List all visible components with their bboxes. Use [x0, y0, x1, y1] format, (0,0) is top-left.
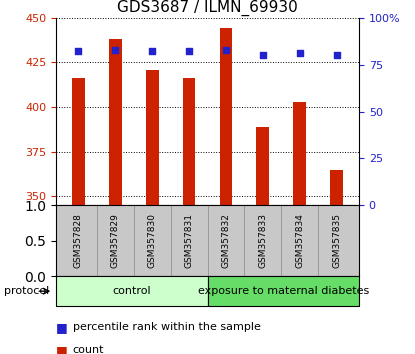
- Bar: [330, 170, 343, 205]
- Text: GSM357833: GSM357833: [259, 213, 267, 268]
- Bar: [146, 69, 159, 205]
- Bar: [256, 127, 269, 205]
- Text: exposure to maternal diabetes: exposure to maternal diabetes: [198, 286, 369, 296]
- Text: GSM357830: GSM357830: [148, 213, 156, 268]
- Text: protocol: protocol: [4, 286, 49, 296]
- Text: GSM357828: GSM357828: [74, 213, 83, 268]
- Text: count: count: [73, 346, 104, 354]
- Text: percentile rank within the sample: percentile rank within the sample: [73, 322, 261, 332]
- Bar: [293, 102, 306, 205]
- Point: [112, 47, 118, 52]
- Bar: [56, 276, 208, 306]
- Text: control: control: [112, 286, 151, 296]
- Point: [75, 48, 81, 54]
- Point: [149, 48, 155, 54]
- Bar: [183, 79, 195, 205]
- Point: [186, 48, 192, 54]
- Text: GSM357829: GSM357829: [111, 213, 120, 268]
- Point: [297, 51, 303, 56]
- Point: [334, 52, 340, 58]
- Bar: [72, 79, 85, 205]
- Text: ■: ■: [56, 321, 68, 334]
- Point: [223, 47, 229, 52]
- Bar: [208, 276, 359, 306]
- Text: GSM357835: GSM357835: [332, 213, 341, 268]
- Point: [260, 52, 266, 58]
- Bar: [220, 28, 232, 205]
- Title: GDS3687 / ILMN_69930: GDS3687 / ILMN_69930: [117, 0, 298, 16]
- Text: GSM357832: GSM357832: [222, 213, 230, 268]
- Text: GSM357831: GSM357831: [185, 213, 193, 268]
- Text: ■: ■: [56, 344, 68, 354]
- Text: GSM357834: GSM357834: [295, 213, 304, 268]
- Bar: [109, 39, 122, 205]
